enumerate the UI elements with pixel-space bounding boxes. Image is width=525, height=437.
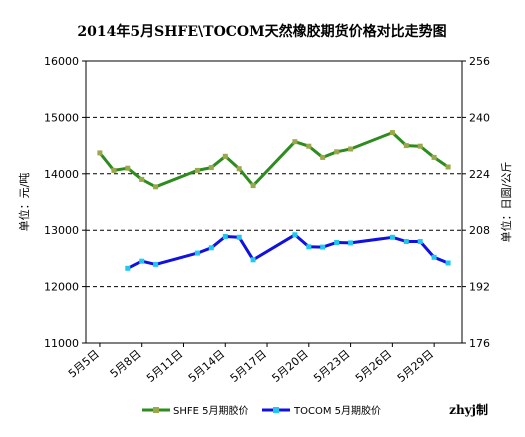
data-point-tocom (334, 240, 340, 245)
x-tick-label: 5月29日 (395, 347, 436, 385)
left-tick-label: 14000 (44, 168, 79, 181)
right-tick-label: 224 (469, 168, 490, 181)
data-point-tocom (292, 232, 298, 238)
data-point-shfe (306, 143, 312, 149)
data-point-tocom (403, 239, 409, 244)
data-point-tocom (445, 260, 451, 266)
legend-marker-shfe (153, 407, 159, 413)
left-tick-label: 12000 (44, 281, 79, 294)
data-point-shfe (250, 183, 256, 189)
data-point-tocom (222, 234, 228, 239)
x-tick-label: 5月11日 (144, 347, 185, 385)
left-tick-label: 11000 (44, 337, 79, 350)
plot-area (85, 60, 463, 344)
legend-label-shfe: SHFE 5月期胶价 (173, 404, 248, 417)
data-point-shfe (417, 143, 423, 149)
data-point-tocom (125, 265, 131, 271)
data-point-shfe (208, 165, 214, 171)
data-point-shfe (320, 154, 326, 160)
right-tick-label: 208 (469, 224, 490, 237)
x-tick-label: 5月17日 (228, 347, 269, 385)
series-line-shfe (98, 131, 449, 189)
x-axis-ticks: 5月5日 5月8日 5月11日 5月14日 5月17日 5月20日 5月23日 5月26日 5月… (66, 343, 436, 385)
data-point-shfe (389, 130, 395, 136)
data-point-shfe (111, 167, 117, 173)
data-point-shfe (292, 139, 298, 145)
data-point-shfe (222, 153, 228, 159)
data-point-tocom (389, 234, 395, 240)
data-point-shfe (194, 167, 200, 173)
data-point-shfe (445, 164, 451, 170)
x-tick-label: 5月14日 (186, 347, 227, 385)
data-point-tocom (320, 244, 326, 250)
left-tick-label: 15000 (44, 111, 79, 124)
left-tick-label: 13000 (44, 224, 79, 237)
x-tick-label: 5月5日 (66, 347, 102, 380)
x-tick-label: 5月8日 (108, 347, 144, 380)
series-line-tocom (127, 233, 449, 270)
right-tick-label: 192 (469, 281, 490, 294)
data-point-shfe (139, 176, 145, 182)
data-point-tocom (417, 239, 423, 244)
credit-text: zhyj制 (449, 402, 488, 417)
right-tick-label: 256 (469, 55, 490, 68)
right-tick-label: 240 (469, 111, 490, 124)
data-point-shfe (153, 184, 159, 190)
data-point-shfe (236, 166, 242, 172)
legend: SHFE 5月期胶价 TOCOM 5月期胶价 (142, 404, 381, 417)
data-point-tocom (348, 240, 354, 246)
x-tick-label: 5月20日 (269, 347, 310, 385)
data-point-shfe (403, 143, 409, 149)
x-tick-label: 5月23日 (311, 347, 352, 385)
data-point-shfe (348, 146, 354, 152)
left-y-axis-label: 单位：元/吨 (17, 173, 31, 232)
right-y-axis-label: 单位：日圆/公斤 (499, 162, 513, 243)
x-tick-label: 5月26日 (353, 347, 394, 385)
data-point-shfe (97, 150, 103, 156)
chart-title: 2014年5月SHFE\TOCOM天然橡胶期货价格对比走势图 (77, 23, 446, 40)
data-point-shfe (431, 154, 437, 160)
data-point-tocom (153, 261, 159, 267)
data-point-tocom (250, 257, 256, 263)
data-point-tocom (194, 250, 200, 256)
data-point-tocom (208, 245, 214, 251)
legend-label-tocom: TOCOM 5月期胶价 (293, 404, 381, 417)
data-point-tocom (431, 254, 437, 260)
data-point-tocom (236, 234, 242, 240)
data-point-shfe (334, 149, 340, 155)
right-y-axis-ticks: 176 192 208 224 240 256 (462, 55, 490, 350)
data-point-tocom (139, 258, 145, 264)
left-tick-label: 16000 (44, 55, 79, 68)
legend-marker-tocom (273, 407, 279, 413)
left-y-axis-ticks: 11000 12000 13000 14000 15000 16000 (44, 55, 86, 350)
data-point-tocom (306, 244, 312, 250)
series-layer (97, 130, 451, 271)
right-tick-label: 176 (469, 337, 490, 350)
data-point-shfe (125, 165, 131, 171)
